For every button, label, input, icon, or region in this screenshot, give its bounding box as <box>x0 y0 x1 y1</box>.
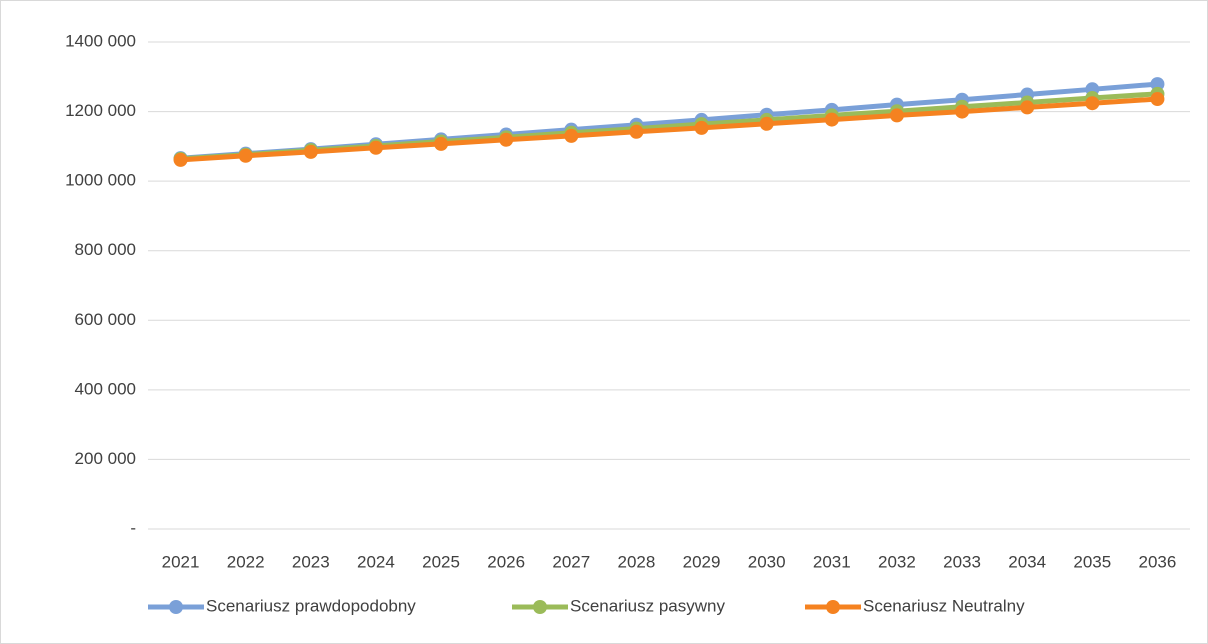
legend-label: Scenariusz pasywny <box>570 596 725 615</box>
x-tick-label: 2031 <box>813 552 851 571</box>
data-point <box>1020 100 1035 115</box>
data-point <box>1150 92 1165 107</box>
legend-label: Scenariusz Neutralny <box>863 596 1025 615</box>
data-point <box>759 116 774 131</box>
x-tick-label: 2030 <box>748 552 786 571</box>
x-tick-label: 2021 <box>162 552 200 571</box>
data-point <box>629 124 644 139</box>
x-tick-label: 2025 <box>422 552 460 571</box>
x-tick-label: 2035 <box>1073 552 1111 571</box>
data-point <box>303 144 318 159</box>
series-line <box>180 96 1158 163</box>
x-tick-label: 2023 <box>292 552 330 571</box>
x-tick-label: 2032 <box>878 552 916 571</box>
data-point <box>955 104 970 119</box>
x-tick-label: 2036 <box>1139 552 1177 571</box>
data-point <box>694 120 709 135</box>
data-point <box>564 128 579 143</box>
x-tick-label: 2026 <box>487 552 525 571</box>
y-tick-label: 400 000 <box>75 379 136 398</box>
x-tick-label: 2028 <box>618 552 656 571</box>
x-tick-label: 2034 <box>1008 552 1046 571</box>
data-point <box>1085 96 1100 111</box>
y-tick-label: 1400 000 <box>65 31 136 50</box>
y-tick-label: 200 000 <box>75 449 136 468</box>
y-tick-label: 1000 000 <box>65 171 136 190</box>
legend-label: Scenariusz prawdopodobny <box>206 596 416 615</box>
data-point <box>238 148 253 163</box>
data-point <box>368 140 383 155</box>
data-point <box>824 112 839 127</box>
x-tick-label: 2029 <box>683 552 721 571</box>
y-tick-label: - <box>130 518 136 537</box>
y-tick-label: 600 000 <box>75 310 136 329</box>
data-point <box>889 108 904 123</box>
data-point <box>173 152 188 167</box>
legend-marker <box>826 600 840 614</box>
x-tick-label: 2022 <box>227 552 265 571</box>
x-tick-label: 2024 <box>357 552 395 571</box>
data-point <box>1150 77 1165 92</box>
data-point <box>499 132 514 147</box>
legend-marker <box>533 600 547 614</box>
x-tick-label: 2027 <box>552 552 590 571</box>
x-tick-label: 2033 <box>943 552 981 571</box>
y-tick-label: 1200 000 <box>65 101 136 120</box>
legend-marker <box>169 600 183 614</box>
y-tick-label: 800 000 <box>75 240 136 259</box>
data-point <box>434 136 449 151</box>
